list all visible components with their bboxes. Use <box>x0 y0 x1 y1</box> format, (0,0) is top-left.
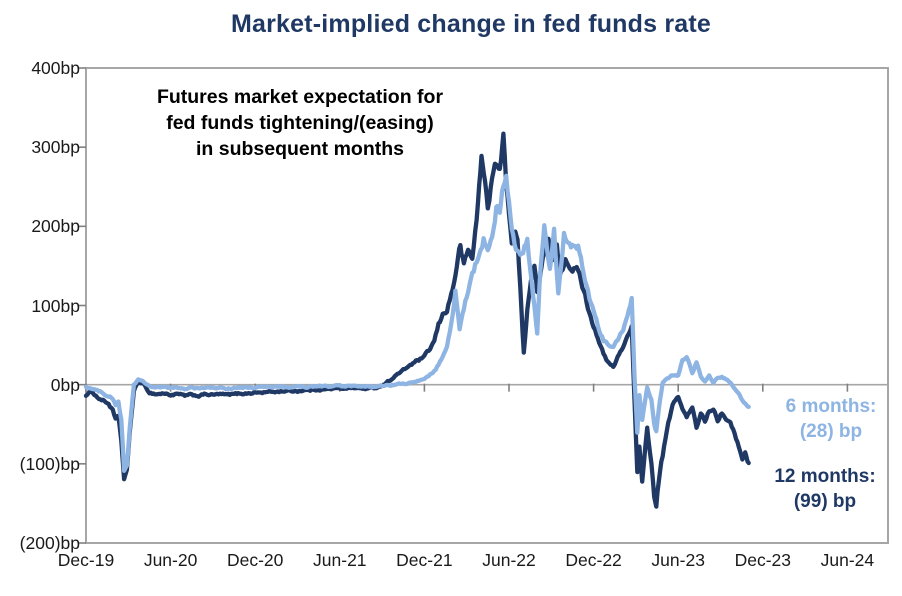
x-tick-jun-23: Jun-23 <box>651 550 705 570</box>
six-months-label-line-1: 6 months: <box>785 396 877 417</box>
x-tick-dec-22: Dec-22 <box>565 550 622 570</box>
y-tick-100bp: 100bp <box>31 296 80 316</box>
x-tick-jun-21: Jun-21 <box>313 550 367 570</box>
x-tick-jun-20: Jun-20 <box>143 550 198 570</box>
y-tick-neg200bp: (200)bp <box>19 533 80 553</box>
series-line-12-months <box>83 131 751 509</box>
annotation-line-3: in subsequent months <box>195 138 404 160</box>
annotation-line-1: Futures market expectation for <box>156 86 444 108</box>
y-tick-400bp: 400bp <box>31 58 80 78</box>
series-line-6-months <box>83 173 751 474</box>
y-tick-0bp: 0bp <box>50 375 80 395</box>
twelve-months-label-line-1: 12 months: <box>774 466 876 487</box>
x-tick-jun-22: Jun-22 <box>482 550 536 570</box>
chart-title: Market-implied change in fed funds rate <box>230 10 712 38</box>
six-months-label-line-2: (28) bp <box>799 421 863 442</box>
twelve-months-label-line-2: (99) bp <box>793 491 857 512</box>
x-tick-jun-24: Jun-24 <box>820 550 875 570</box>
y-tick-neg100bp: (100)bp <box>19 454 80 474</box>
chart-annotation: Futures market expectation for fed funds… <box>110 84 490 162</box>
x-tick-dec-20: Dec-20 <box>226 550 284 570</box>
x-tick-dec-19: Dec-19 <box>57 550 115 570</box>
y-tick-200bp: 200bp <box>31 216 80 236</box>
y-tick-300bp: 300bp <box>31 137 80 157</box>
annotation-line-2: fed funds tightening/(easing) <box>166 112 434 134</box>
x-tick-dec-23: Dec-23 <box>734 550 791 570</box>
x-tick-dec-21: Dec-21 <box>396 550 453 570</box>
series-label-12-months: 12 months: (99) bp <box>748 464 902 514</box>
series-label-6-months: 6 months: (28) bp <box>760 394 902 444</box>
